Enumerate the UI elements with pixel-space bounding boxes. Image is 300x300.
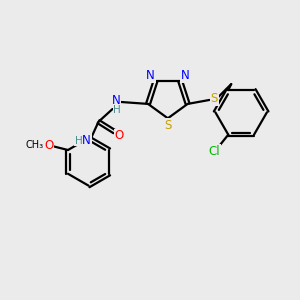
Text: N: N xyxy=(146,69,155,82)
Text: S: S xyxy=(164,119,172,132)
Text: O: O xyxy=(44,139,54,152)
Text: N: N xyxy=(112,94,121,107)
Text: N: N xyxy=(82,134,91,147)
Text: S: S xyxy=(211,92,218,106)
Text: O: O xyxy=(115,129,124,142)
Text: CH₃: CH₃ xyxy=(25,140,44,150)
Text: Cl: Cl xyxy=(208,145,220,158)
Text: N: N xyxy=(181,69,189,82)
Text: H: H xyxy=(113,105,121,115)
Text: H: H xyxy=(75,136,83,146)
